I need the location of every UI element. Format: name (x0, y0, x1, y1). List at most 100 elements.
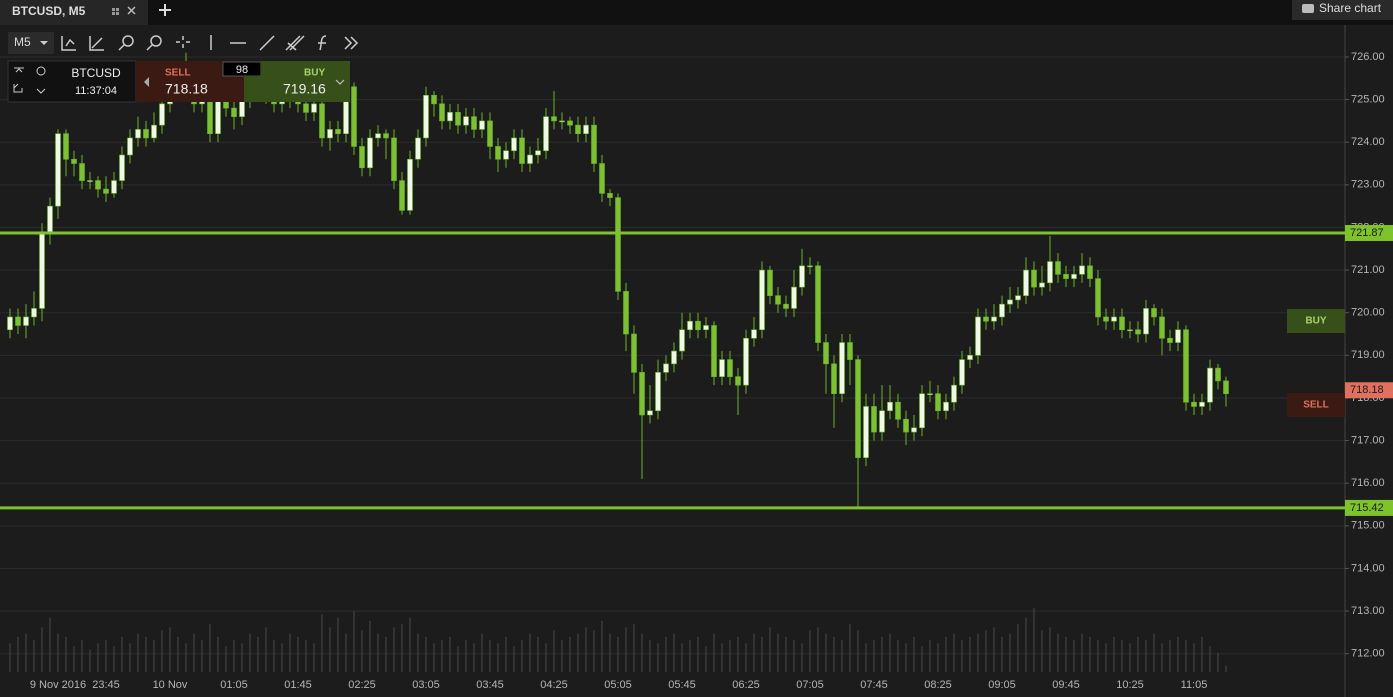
ticket-icons[interactable] (13, 67, 24, 93)
tool-icon[interactable] (150, 35, 162, 47)
candle-body (791, 286, 797, 309)
candle-body (943, 401, 949, 412)
candle-body (1151, 308, 1157, 318)
tool-icon[interactable] (259, 35, 275, 51)
volume-bar (289, 633, 291, 672)
candle-body (967, 355, 973, 360)
tool-icon[interactable] (344, 36, 359, 50)
candle-body (655, 372, 661, 412)
x-tick-label: 01:45 (284, 679, 312, 691)
volume-bar (657, 643, 659, 672)
volume-bar (969, 636, 971, 672)
candle-body (1127, 329, 1133, 332)
candle-body (615, 197, 621, 292)
volume-bar (361, 630, 363, 672)
candle-body (719, 359, 725, 377)
timeframe-button[interactable] (8, 32, 54, 54)
volume-bar (985, 630, 987, 672)
volume-bar (881, 636, 883, 672)
volume-bar (337, 617, 339, 672)
volume-bar (297, 636, 299, 672)
tool-icon[interactable] (118, 44, 125, 51)
candle-body (559, 120, 565, 123)
candle-body (447, 112, 453, 122)
candle-body (423, 95, 429, 139)
tool-icon[interactable] (146, 44, 153, 51)
candle-body (1191, 401, 1197, 407)
volume-bar (553, 630, 555, 672)
buy-dropdown[interactable] (335, 79, 345, 85)
volume-bar (697, 636, 699, 672)
volume-bar (441, 640, 443, 672)
search-icon[interactable] (36, 66, 46, 76)
volume-bar (9, 643, 11, 672)
volume-bar (993, 627, 995, 672)
sell-marker[interactable] (1287, 393, 1345, 417)
candle-body (847, 342, 853, 360)
candle-body (1095, 278, 1101, 318)
candle-body (807, 265, 813, 268)
tool-icon[interactable] (122, 35, 134, 47)
level-tag (1345, 225, 1393, 241)
candle-body (127, 137, 133, 156)
sell-price: 718.18 (165, 81, 208, 97)
volume-bar (81, 640, 83, 672)
candle-body (911, 427, 917, 433)
candle-body (1167, 337, 1173, 343)
volume-bar (1033, 608, 1035, 672)
tool-icon[interactable] (89, 36, 104, 51)
volume-bar (481, 633, 483, 672)
candle-body (623, 291, 629, 335)
candle-body (487, 120, 493, 147)
candle-body (367, 137, 373, 169)
candle-body (863, 406, 869, 458)
icon (116, 8, 119, 11)
volume-bar (809, 630, 811, 672)
candle-body (671, 350, 677, 365)
tool-icon[interactable] (61, 36, 76, 51)
volume-bar (1209, 646, 1211, 672)
candle-body (239, 99, 245, 117)
volume-bar (145, 636, 147, 672)
candle-body (55, 133, 61, 207)
volume-bar (1217, 652, 1219, 672)
volume-bar (633, 624, 635, 672)
buy-marker[interactable] (1287, 309, 1345, 333)
volume-bar (1057, 633, 1059, 672)
candle-body (727, 359, 733, 377)
candle-body (583, 124, 589, 134)
candle-body (1223, 380, 1229, 394)
candle-body (703, 325, 709, 331)
volume-bar (1105, 643, 1107, 672)
timeframe: M5 (14, 35, 31, 49)
x-tick-label: 09:45 (1052, 679, 1080, 691)
candle-body (1103, 316, 1109, 322)
buy-price: 719.16 (283, 81, 326, 97)
buy-button[interactable] (244, 76, 350, 102)
candle-body (335, 129, 341, 134)
volume-bar (729, 640, 731, 672)
volume-bar (817, 627, 819, 672)
volume-bar (377, 633, 379, 672)
candle-body (503, 150, 509, 160)
volume-bar (681, 643, 683, 672)
candle-body (887, 401, 893, 412)
tool-icon[interactable] (285, 35, 305, 51)
add-tab[interactable] (159, 4, 171, 16)
collapse-icon[interactable] (36, 88, 46, 94)
volume-bar (737, 636, 739, 672)
close-icon[interactable] (127, 6, 136, 15)
volume-bar (777, 633, 779, 672)
tool-icon[interactable] (176, 36, 190, 48)
candle-body (463, 116, 469, 126)
y-tick-label: 724.00 (1351, 136, 1385, 148)
volume-bar (745, 643, 747, 672)
volume-bar (1225, 665, 1227, 672)
y-tick-label: 719.00 (1351, 349, 1385, 361)
share-button[interactable] (1292, 0, 1393, 20)
tool-icon[interactable] (318, 35, 327, 51)
x-tick-label: 09:05 (988, 679, 1016, 691)
candle-body (79, 163, 85, 181)
tab[interactable] (0, 0, 148, 25)
candle-body (87, 180, 93, 182)
